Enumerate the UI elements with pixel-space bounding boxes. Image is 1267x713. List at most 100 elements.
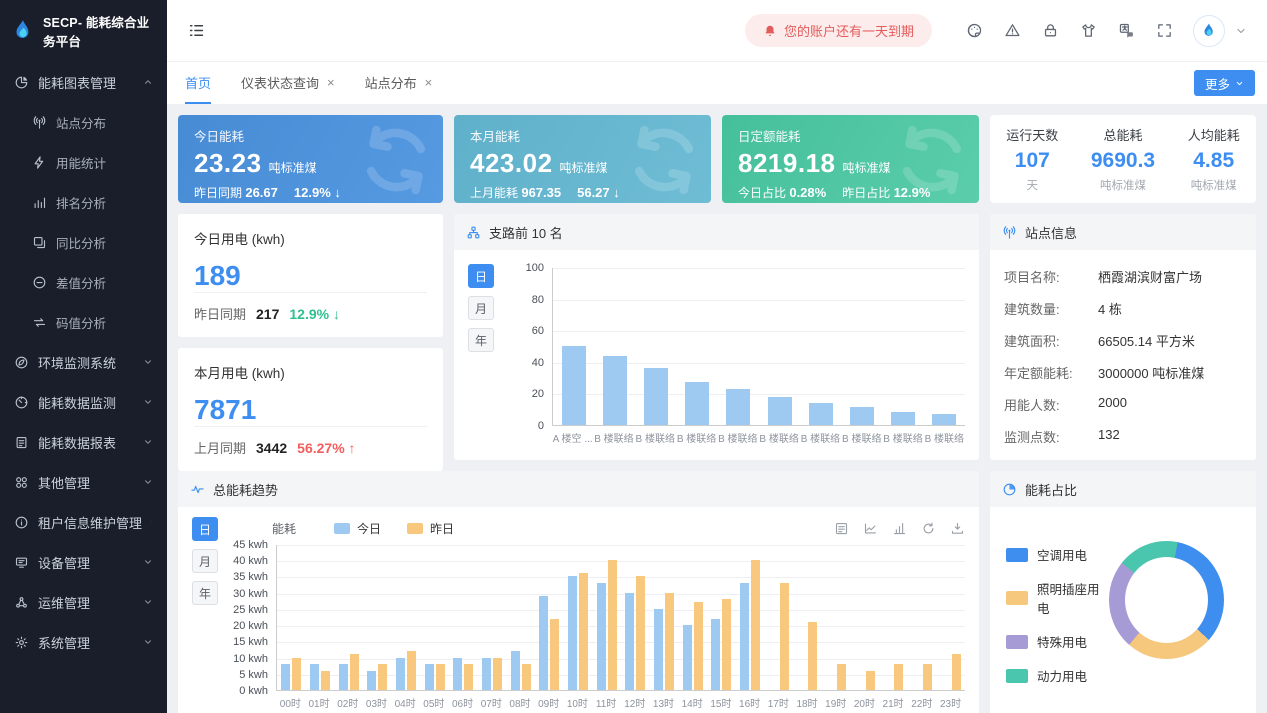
account-alert-banner[interactable]: 您的账户还有一天到期 [744, 14, 932, 47]
y-axis-label: 25 kwh [233, 603, 268, 616]
sidebar-item[interactable]: 租户信息维护管理 [0, 502, 167, 542]
bar-昨日 [951, 654, 961, 690]
data-view-icon[interactable] [834, 521, 849, 536]
avatar[interactable] [1193, 14, 1225, 47]
bar-昨日 [751, 560, 761, 690]
bar-group [420, 664, 449, 690]
tab-label: 站点分布 [364, 75, 417, 91]
close-icon[interactable]: × [424, 74, 433, 90]
monitor-icon [14, 555, 29, 570]
legend-item[interactable]: 昨日 [407, 520, 454, 537]
sidebar-item-label: 能耗数据监测 [38, 395, 117, 411]
sidebar-item[interactable]: 能耗数据监测 [0, 382, 167, 422]
warning-icon[interactable] [1004, 22, 1021, 39]
x-axis-label: 07时 [480, 699, 502, 710]
sidebar-item[interactable]: 设备管理 [0, 542, 167, 582]
sidebar-subitem[interactable]: 站点分布 [0, 102, 167, 142]
bar-chart-icon[interactable] [892, 521, 907, 536]
branch-top10-panel: 支路前 10 名 日月年 0 20 40 60 80 100 A 楼空 ... B 楼联络 B … [454, 214, 979, 460]
bar-昨日 [550, 618, 560, 690]
sidebar-item[interactable]: 其他管理 [0, 462, 167, 502]
recycle-watermark-icon [623, 119, 705, 201]
tshirt-icon[interactable] [1080, 22, 1097, 39]
more-button[interactable]: 更多 [1193, 70, 1255, 96]
period-toggle-月[interactable]: 月 [192, 549, 218, 573]
period-toggle-日[interactable]: 日 [192, 517, 218, 541]
legend: 今日 昨日 [334, 520, 480, 537]
usage-delta: 12.9% ↓ [289, 305, 340, 322]
bar-昨日 [521, 664, 531, 690]
chevron-down-icon[interactable] [1235, 25, 1247, 37]
x-axis-label: B 楼联络 [676, 434, 717, 445]
sidebar-subitem-label: 同比分析 [56, 236, 107, 251]
sidebar-item[interactable]: 系统管理 [0, 622, 167, 662]
bar-昨日 [808, 621, 818, 690]
x-axis-label: 20时 [853, 699, 875, 710]
site-info-label: 建筑数量: [1004, 301, 1060, 317]
sidebar-subitem[interactable]: 同比分析 [0, 222, 167, 262]
pie-legend-item[interactable]: 特殊用电 [1006, 632, 1109, 651]
sidebar-subitem[interactable]: 用能统计 [0, 142, 167, 182]
bar-group [924, 413, 965, 425]
chevron-down-icon [143, 637, 153, 647]
palette-icon[interactable] [966, 22, 983, 39]
x-axis-label: B 楼联络 [924, 434, 965, 445]
sidebar-item[interactable]: 环境监测系统 [0, 342, 167, 382]
legend-item[interactable]: 今日 [334, 520, 381, 537]
stat-card-title: 本月能耗 [470, 130, 521, 144]
x-axis-label: 04时 [394, 699, 416, 710]
site-info-label: 监测点数: [1004, 429, 1060, 445]
menu-collapse-icon[interactable] [187, 21, 206, 40]
x-axis-label: B 楼联络 [800, 434, 841, 445]
energy-share-panel: 能耗占比 空调用电 照明插座用电 特殊用电 动力用电 [990, 471, 1256, 713]
period-toggle-月[interactable]: 月 [468, 296, 494, 320]
summary-label: 总能耗 [1103, 128, 1143, 143]
fullscreen-icon[interactable] [1156, 22, 1173, 39]
tab-0[interactable]: 首页 [185, 62, 212, 104]
branch-chart-body: 日月年 0 20 40 60 80 100 A 楼空 ... B 楼联络 B 楼联络 B 楼联络 B… [454, 250, 979, 460]
period-toggle-日[interactable]: 日 [468, 264, 494, 288]
more-button-label: 更多 [1204, 77, 1230, 92]
grid-icon [14, 475, 29, 490]
tab-1[interactable]: 仪表状态查询 × [241, 62, 335, 104]
usage-compare-row: 上月同期 3442 56.27% ↑ [194, 426, 427, 457]
tab-2[interactable]: 站点分布 × [365, 62, 433, 104]
bar-group [850, 670, 879, 690]
refresh-icon[interactable] [921, 521, 936, 536]
bar-group [392, 651, 421, 690]
bar-昨日 [665, 592, 675, 690]
site-info-value: 2000 [1098, 394, 1127, 410]
line-chart-icon[interactable] [863, 521, 878, 536]
pie-legend-item[interactable]: 空调用电 [1006, 545, 1109, 564]
site-info-label: 年定额能耗: [1004, 365, 1073, 381]
site-info-label: 上线时间: [1004, 459, 1098, 461]
period-toggle-年[interactable]: 年 [192, 581, 218, 605]
sidebar-item[interactable]: 运维管理 [0, 582, 167, 622]
sidebar-subitem[interactable]: 差值分析 [0, 262, 167, 302]
sidebar-item[interactable]: 能耗数据报表 [0, 422, 167, 462]
y-axis-label: 10 kwh [233, 652, 268, 665]
site-info-value: 4 栋 [1098, 301, 1122, 317]
translate-icon[interactable] [1118, 22, 1135, 39]
download-icon[interactable] [950, 521, 965, 536]
x-axis-label: 03时 [365, 699, 388, 710]
x-axis-label: B 楼联络 [594, 434, 634, 445]
tab-list: 首页 仪表状态查询 × 站点分布 × [185, 62, 462, 104]
stat-card-title: 今日能耗 [194, 130, 245, 144]
sidebar-subitem[interactable]: 排名分析 [0, 182, 167, 222]
period-toggles: 日月年 [192, 515, 218, 713]
sidebar-subitem[interactable]: 码值分析 [0, 302, 167, 342]
sidebar-item[interactable]: 能耗图表管理 [0, 62, 167, 102]
bar-value [726, 388, 751, 425]
flame-logo-icon [10, 18, 36, 44]
pie-legend-item[interactable]: 照明插座用电 [1006, 579, 1109, 617]
y-axis-label: 45 kwh [233, 539, 268, 551]
period-toggle-年[interactable]: 年 [468, 328, 494, 352]
pie-legend-item[interactable]: 动力用电 [1006, 666, 1109, 685]
lock-icon[interactable] [1042, 22, 1059, 39]
chevron-down-icon [143, 397, 153, 407]
bar-value [685, 381, 710, 425]
site-info-panel: 站点信息 项目名称: 栖霞湖滨财富广场 建筑数量: 4 栋建筑面积: 66505.14 … [990, 214, 1256, 460]
site-info-value: 132 [1098, 426, 1120, 442]
close-icon[interactable]: × [327, 74, 335, 90]
